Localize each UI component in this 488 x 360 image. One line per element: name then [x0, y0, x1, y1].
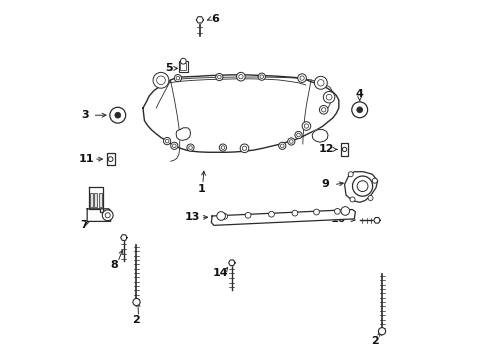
Text: 5: 5 [165, 63, 172, 73]
Bar [106, 153, 114, 165]
Polygon shape [121, 235, 127, 240]
Circle shape [340, 207, 349, 215]
Circle shape [244, 212, 250, 218]
Circle shape [334, 208, 340, 214]
Circle shape [240, 144, 248, 153]
Text: 8: 8 [110, 260, 118, 270]
Circle shape [153, 72, 168, 88]
Circle shape [349, 197, 354, 202]
Circle shape [186, 144, 194, 151]
Circle shape [222, 213, 227, 219]
Circle shape [215, 73, 223, 81]
Circle shape [163, 138, 170, 145]
Bar [180, 63, 186, 70]
Polygon shape [228, 260, 235, 266]
Polygon shape [196, 17, 203, 23]
Circle shape [352, 176, 372, 196]
Circle shape [319, 105, 327, 114]
Polygon shape [311, 130, 327, 142]
Bar [179, 61, 187, 72]
Circle shape [323, 91, 334, 103]
Circle shape [367, 195, 372, 201]
Circle shape [297, 74, 306, 82]
Text: 13: 13 [184, 212, 200, 222]
Polygon shape [87, 209, 110, 221]
Text: 1: 1 [197, 184, 205, 194]
Circle shape [351, 102, 367, 118]
Circle shape [356, 107, 362, 113]
Circle shape [313, 209, 319, 215]
Text: 10: 10 [330, 214, 346, 224]
Circle shape [294, 131, 302, 139]
Circle shape [115, 112, 121, 118]
Circle shape [133, 298, 140, 306]
Polygon shape [344, 172, 377, 202]
Circle shape [278, 142, 285, 149]
Circle shape [102, 210, 113, 221]
Circle shape [268, 211, 274, 217]
Circle shape [291, 210, 297, 216]
Text: 14: 14 [212, 268, 227, 278]
Circle shape [236, 72, 244, 81]
Circle shape [174, 75, 181, 82]
Circle shape [219, 144, 226, 151]
Text: 9: 9 [321, 179, 329, 189]
Text: 12: 12 [318, 144, 334, 154]
Bar [94, 193, 97, 207]
Bar [90, 193, 93, 207]
Circle shape [371, 178, 377, 183]
Circle shape [314, 76, 326, 89]
Text: 11: 11 [79, 154, 94, 164]
Polygon shape [211, 210, 355, 225]
Text: 2: 2 [132, 315, 140, 325]
Text: 7: 7 [80, 220, 88, 230]
Polygon shape [176, 128, 190, 140]
Polygon shape [373, 217, 380, 223]
Text: 4: 4 [355, 89, 363, 99]
Text: 6: 6 [211, 14, 219, 24]
Text: 2: 2 [370, 336, 378, 346]
Circle shape [258, 73, 265, 80]
Circle shape [302, 122, 310, 130]
Bar [340, 143, 347, 156]
Circle shape [287, 138, 294, 145]
Bar [99, 193, 102, 207]
Polygon shape [142, 75, 338, 152]
Circle shape [170, 142, 178, 149]
Polygon shape [89, 187, 103, 212]
Text: 3: 3 [81, 110, 89, 120]
Circle shape [180, 58, 186, 64]
Circle shape [347, 172, 352, 177]
Circle shape [216, 212, 225, 220]
Circle shape [378, 328, 385, 335]
Circle shape [110, 107, 125, 123]
